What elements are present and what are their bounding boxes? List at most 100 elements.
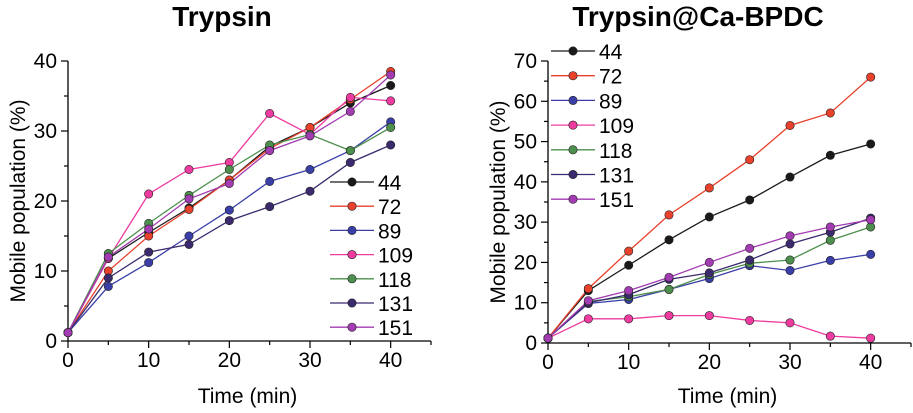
data-point-72: [745, 155, 755, 165]
y-axis-label: Mobile population (%): [487, 100, 510, 303]
data-point-109: [265, 109, 275, 119]
data-point-131: [103, 273, 113, 283]
data-point-151: [265, 146, 275, 156]
series-line-44: [547, 143, 871, 339]
data-point-89: [184, 231, 194, 241]
data-point-131: [386, 140, 396, 150]
legend-label-131: 131: [599, 165, 634, 188]
x-tick-label: 0: [62, 349, 74, 372]
legend-label-118: 118: [378, 269, 411, 292]
data-point-72: [866, 72, 876, 82]
data-point-44: [825, 150, 835, 160]
data-point-109: [184, 165, 194, 175]
data-point-151: [386, 70, 396, 80]
legend-label-72: 72: [599, 66, 622, 89]
data-point-109: [785, 318, 795, 328]
legend-label-151: 151: [599, 189, 634, 212]
legend-marker-89: [568, 95, 578, 105]
y-axis-label: Mobile population (%): [7, 99, 30, 302]
y-tick-label: 40: [34, 50, 57, 73]
data-point-72: [664, 210, 674, 220]
data-point-109: [664, 311, 674, 321]
y-tick-label: 60: [514, 90, 537, 113]
data-point-151: [224, 179, 234, 189]
data-point-89: [103, 281, 113, 291]
legend-label-109: 109: [599, 115, 634, 138]
data-point-109: [704, 311, 714, 321]
legend-label-89: 89: [378, 220, 401, 243]
x-tick-label: 20: [218, 349, 241, 372]
y-tick-label: 0: [525, 332, 537, 355]
y-tick-label: 40: [514, 171, 537, 194]
y-tick-label: 0: [45, 330, 57, 353]
data-point-109: [745, 315, 755, 325]
data-point-151: [664, 272, 674, 282]
data-point-44: [704, 212, 714, 222]
data-point-151: [624, 286, 634, 296]
x-tick-label: 40: [379, 349, 402, 372]
x-tick-label: 10: [617, 351, 640, 374]
data-point-131: [785, 239, 795, 249]
legend-marker-72: [347, 201, 357, 211]
y-tick-label: 20: [514, 251, 537, 274]
series-line-151: [67, 74, 392, 333]
legend-marker-44: [568, 46, 578, 56]
legend-label-44: 44: [378, 172, 402, 195]
x-tick-label: 30: [298, 349, 321, 372]
data-point-109: [144, 189, 154, 199]
legend-marker-118: [568, 145, 578, 155]
data-point-44: [664, 235, 674, 245]
data-point-89: [265, 176, 275, 186]
data-point-109: [386, 96, 396, 106]
legend-marker-151: [568, 194, 578, 204]
data-point-131: [345, 158, 355, 168]
data-point-131: [745, 255, 755, 265]
legend-marker-109: [568, 120, 578, 130]
series-line-89: [67, 121, 392, 334]
y-tick-label: 20: [34, 190, 57, 213]
series-line-109: [67, 96, 391, 333]
data-point-151: [704, 257, 714, 267]
data-point-109: [866, 333, 876, 343]
chart-title: Trypsin@Ca-BPDC: [572, 1, 823, 32]
data-point-151: [785, 231, 795, 241]
data-point-131: [265, 202, 275, 212]
data-point-131: [224, 216, 234, 226]
legend-marker-131: [568, 170, 578, 180]
x-tick-label: 10: [137, 349, 160, 372]
data-point-72: [184, 204, 194, 214]
y-tick-label: 30: [34, 120, 57, 143]
data-point-131: [144, 247, 154, 257]
data-point-151: [103, 252, 113, 262]
x-tick-label: 30: [778, 351, 801, 374]
legend-marker-131: [347, 298, 357, 308]
data-point-118: [224, 165, 234, 175]
data-point-109: [624, 314, 634, 324]
data-point-72: [825, 108, 835, 118]
data-point-151: [345, 106, 355, 116]
y-tick-label: 70: [514, 50, 537, 73]
legend-label-89: 89: [599, 90, 622, 113]
data-point-89: [144, 258, 154, 268]
y-tick-label: 10: [514, 292, 537, 315]
data-point-151: [745, 243, 755, 253]
chart-trypsin-ca-bpdc: Trypsin@Ca-BPDC 0 10 20 30 40 0 10 20 30 40 50 60 70 T…: [487, 1, 912, 408]
data-point-109: [583, 314, 593, 324]
data-point-151: [144, 224, 154, 234]
data-point-109: [345, 92, 355, 102]
legend-label-109: 109: [378, 245, 413, 268]
data-point-89: [305, 165, 315, 175]
data-point-118: [386, 123, 396, 133]
data-point-131: [305, 186, 315, 196]
data-point-151: [866, 215, 876, 225]
data-point-151: [825, 222, 835, 232]
data-point-118: [664, 284, 674, 294]
data-point-131: [704, 268, 714, 278]
data-point-109: [825, 331, 835, 341]
data-point-151: [305, 131, 315, 141]
x-axis-label: Time (min): [198, 385, 298, 408]
data-point-151: [63, 328, 73, 338]
legend-marker-118: [347, 274, 357, 284]
data-point-151: [543, 333, 553, 343]
